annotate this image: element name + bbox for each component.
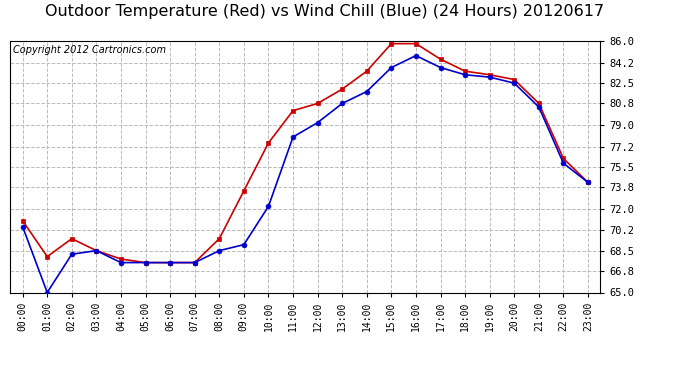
Text: Outdoor Temperature (Red) vs Wind Chill (Blue) (24 Hours) 20120617: Outdoor Temperature (Red) vs Wind Chill …: [45, 4, 604, 19]
Text: Copyright 2012 Cartronics.com: Copyright 2012 Cartronics.com: [13, 45, 166, 55]
